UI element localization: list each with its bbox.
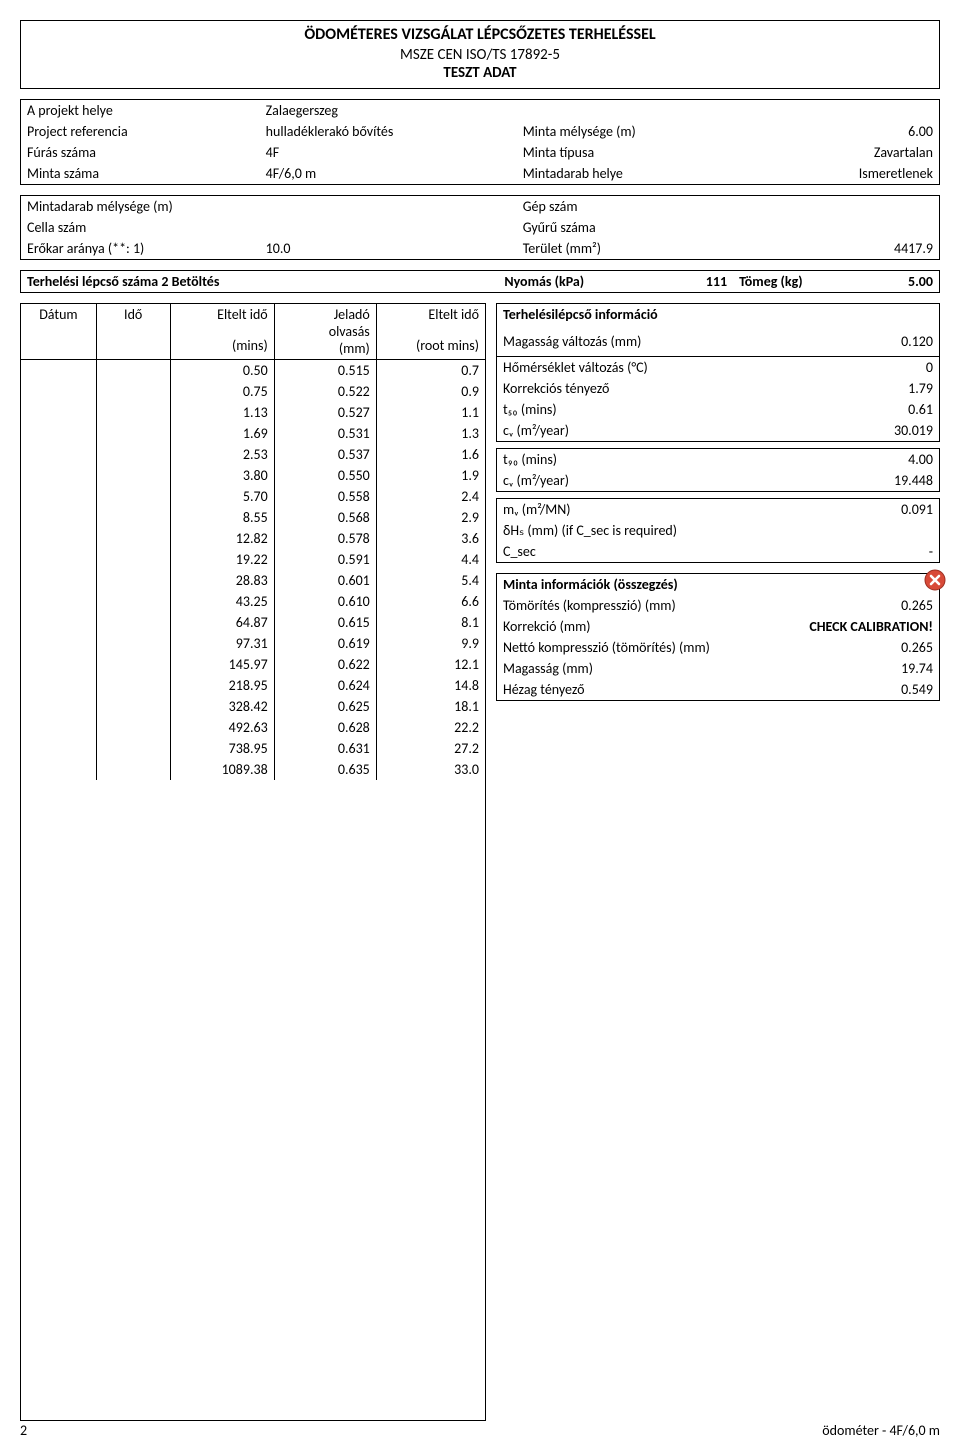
hdr-date: Dátum [21,304,96,360]
meta-table-1: A projekt helyeZalaegerszegProject refer… [21,100,939,184]
hdr-time: Idő [96,304,170,360]
table-row: 328.420.62518.1 [21,696,485,717]
table-row: 1.130.5271.1 [21,402,485,423]
table-row: 19.220.5914.4 [21,549,485,570]
page-title: ÖDOMÉTERES VIZSGÁLAT LÉPCSŐZETES TERHELÉ… [21,25,939,44]
table-row: 145.970.62212.1 [21,654,485,675]
load-step-label: Terhelési lépcső száma 2 Betöltés [21,271,498,292]
table-row: 2.530.5371.6 [21,444,485,465]
table-row: 0.500.5150.7 [21,360,485,382]
footer-right: ödométer - 4F/6,0 m [822,1422,940,1439]
readings-table: Dátum Idő Eltelt idő(mins) Jeladóolvasás… [20,303,486,1421]
info-box-1: Terhelésilépcső információ Magasság vált… [496,303,940,357]
info-box-3: t₉₀ (mins)4.00cᵥ (m²/year)19.448 [496,448,940,492]
meta-table-2: Mintadarab mélysége (m)Gép számCella szá… [21,196,939,259]
table-row: 97.310.6199.9 [21,633,485,654]
table-row: 738.950.63127.2 [21,738,485,759]
table-row: 8.550.5682.9 [21,507,485,528]
table-row: 43.250.6106.6 [21,591,485,612]
close-icon[interactable] [924,569,946,591]
table-row: 64.870.6158.1 [21,612,485,633]
page-number: 2 [20,1422,27,1439]
table-row: 12.820.5783.6 [21,528,485,549]
pressure-label: Nyomás (kPa) [498,271,661,292]
table-row: 218.950.62414.8 [21,675,485,696]
hdr-elapsed: Eltelt idő(mins) [170,304,274,360]
mass-label: Tömeg (kg) [733,271,867,292]
table-row: 1.690.5311.3 [21,423,485,444]
table-row: 1089.380.63533.0 [21,759,485,780]
table-row: 492.630.62822.2 [21,717,485,738]
info-box-5: Minta információk (összegzés) Tömörítés … [496,573,940,701]
standard-line: MSZE CEN ISO/TS 17892-5 [21,46,939,64]
hdr-gauge: Jeladóolvasás(mm) [274,304,376,360]
pressure-value: 111 [661,271,733,292]
table-row: 3.800.5501.9 [21,465,485,486]
info-box-2: Hőmérséklet változás (°C)0Korrekciós tén… [496,357,940,442]
table-row: 5.700.5582.4 [21,486,485,507]
table-row: 28.830.6015.4 [21,570,485,591]
hdr-root: Eltelt idő(root mins) [376,304,485,360]
load-bar: Terhelési lépcső száma 2 Betöltés Nyomás… [20,270,940,293]
mass-value: 5.00 [867,271,939,292]
table-row: 0.750.5220.9 [21,381,485,402]
subtitle: TESZT ADAT [21,64,939,82]
info-box-4: mᵥ (m²/MN)0.091δHₛ (mm) (if C_sec is req… [496,498,940,563]
